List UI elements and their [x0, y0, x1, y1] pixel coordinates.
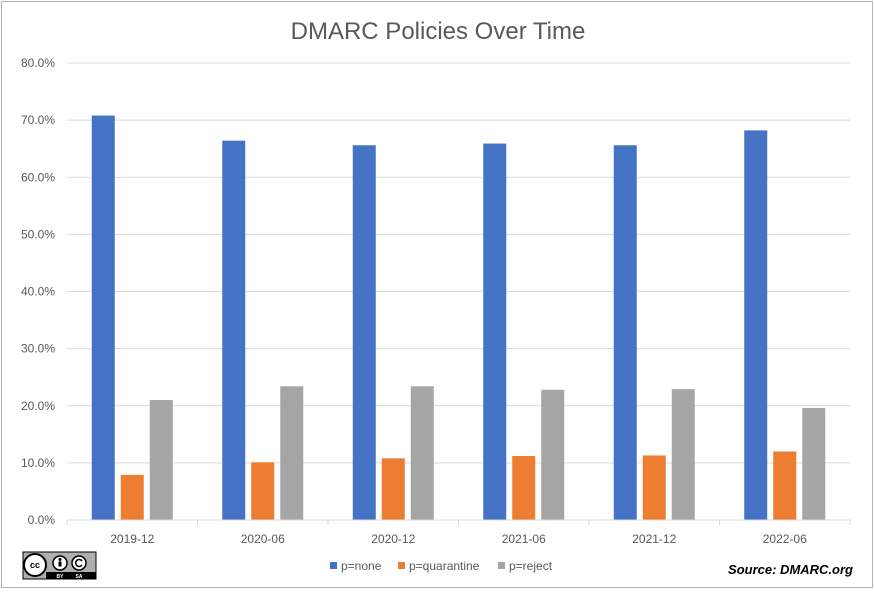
y-axis-tick-labels: 0.0% 10.0% 20.0% 30.0% 40.0% 50.0% 60.0% 70.0% 8… — [21, 56, 55, 527]
legend-swatch — [498, 562, 505, 569]
bar-p-none-2022-06 — [744, 130, 768, 520]
legend-item-p-quarantine: p=quarantine — [398, 559, 480, 573]
gridlines — [67, 62, 850, 464]
bar-p-reject-2019-12 — [149, 400, 173, 520]
bar-p-quarantine-2021-06 — [512, 456, 536, 520]
sa-label: SA — [76, 574, 83, 580]
legend-swatch — [398, 562, 405, 569]
y-tick-label: 40.0% — [21, 285, 55, 299]
x-tick-label: 2022-06 — [763, 532, 807, 546]
bar-p-none-2019-12 — [91, 115, 115, 521]
bar-p-quarantine-2020-12 — [381, 458, 405, 520]
bar-p-reject-2021-06 — [541, 389, 565, 520]
legend-label: p=reject — [509, 559, 553, 573]
bar-p-none-2021-06 — [483, 143, 507, 520]
x-tick-label: 2019-12 — [110, 532, 154, 546]
y-tick-label: 20.0% — [21, 399, 55, 413]
x-axis: 2019-12 2020-06 2020-12 2021-06 2021-12 2022-… — [66, 519, 851, 546]
legend-swatch — [330, 562, 337, 569]
chart-title: DMARC Policies Over Time — [291, 18, 586, 45]
by-label: BY — [57, 574, 65, 580]
cc-by-sa-icon: cc BY SA — [22, 551, 97, 580]
legend-item-p-none: p=none — [330, 559, 382, 573]
bars — [91, 115, 826, 521]
bar-p-quarantine-2020-06 — [251, 462, 275, 520]
y-tick-label: 10.0% — [21, 456, 55, 470]
y-tick-label: 50.0% — [21, 227, 55, 241]
bar-p-reject-2021-12 — [671, 389, 695, 520]
y-tick-label: 80.0% — [21, 56, 55, 70]
legend-item-p-reject: p=reject — [498, 559, 553, 573]
y-tick-label: 0.0% — [28, 513, 56, 527]
bar-p-reject-2022-06 — [802, 408, 826, 520]
source-credit: Source: DMARC.org — [728, 562, 853, 577]
y-tick-label: 30.0% — [21, 342, 55, 356]
bar-p-quarantine-2019-12 — [120, 474, 144, 520]
bar-p-quarantine-2021-12 — [642, 455, 666, 520]
x-tick-label: 2021-12 — [632, 532, 676, 546]
x-tick-label: 2020-12 — [371, 532, 415, 546]
bar-p-reject-2020-12 — [410, 386, 434, 520]
x-tick-label: 2020-06 — [241, 532, 285, 546]
cc-label: cc — [30, 560, 40, 570]
bar-p-none-2020-06 — [222, 140, 246, 520]
bar-p-none-2020-12 — [352, 145, 376, 520]
legend-label: p=quarantine — [409, 559, 480, 573]
legend: p=none p=quarantine p=reject — [330, 559, 553, 573]
y-tick-label: 60.0% — [21, 170, 55, 184]
legend-label: p=none — [341, 559, 382, 573]
x-tick-label: 2021-06 — [502, 532, 546, 546]
bar-p-quarantine-2022-06 — [773, 451, 797, 520]
bar-p-reject-2020-06 — [280, 386, 304, 520]
y-tick-label: 70.0% — [21, 113, 55, 127]
bar-p-none-2021-12 — [613, 145, 637, 520]
